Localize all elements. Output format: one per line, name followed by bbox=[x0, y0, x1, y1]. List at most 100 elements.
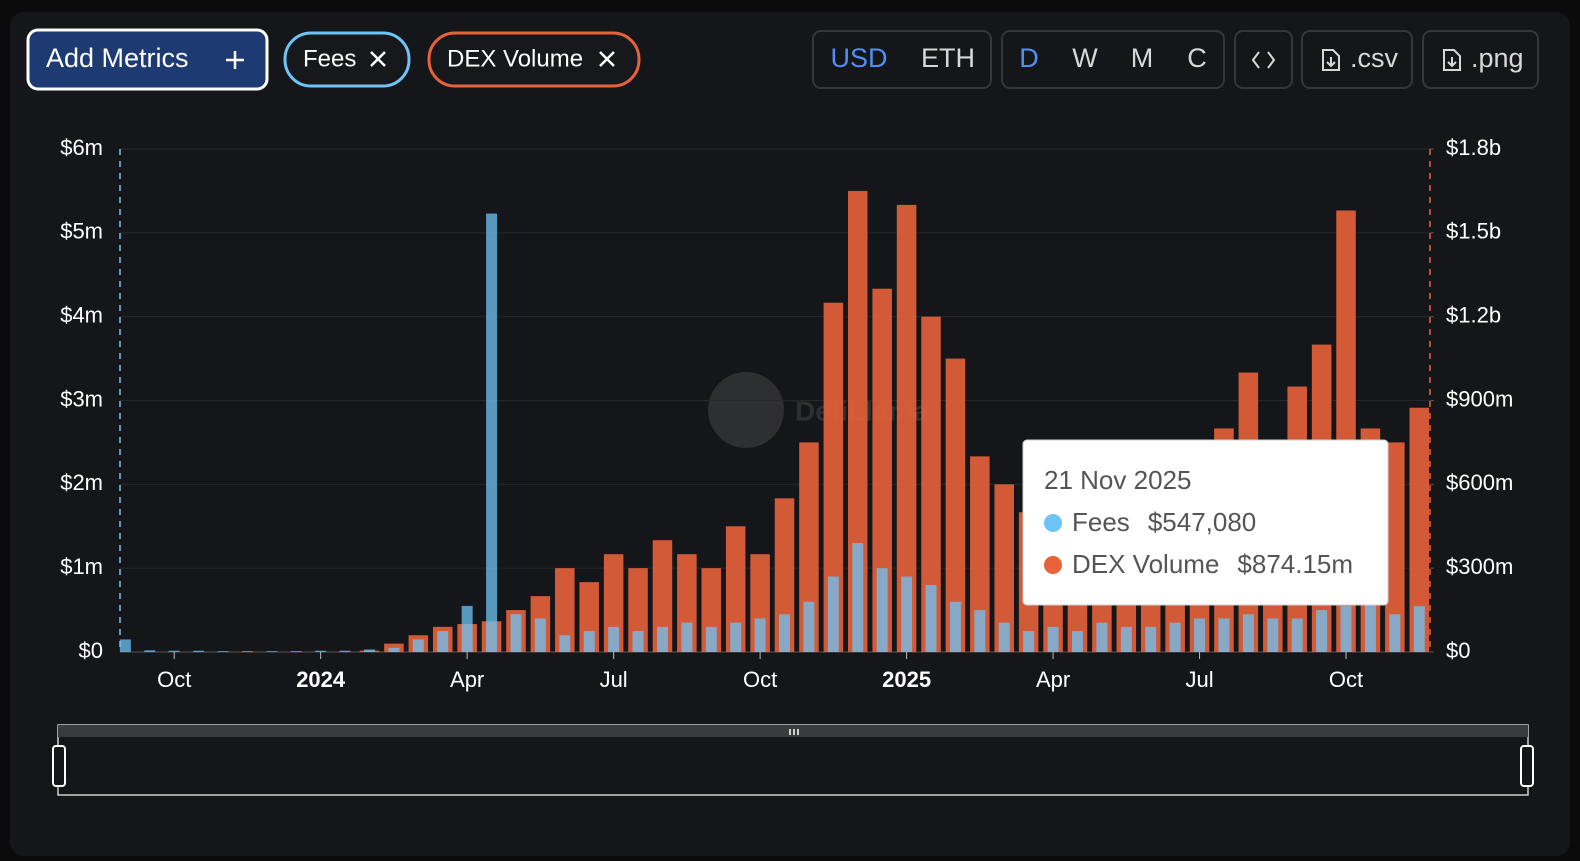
brush-handle[interactable] bbox=[1520, 745, 1534, 787]
csv-button[interactable]: .csv bbox=[1301, 30, 1413, 89]
bar bbox=[534, 618, 546, 652]
bar bbox=[608, 626, 620, 652]
bar bbox=[652, 540, 673, 652]
bar bbox=[1409, 407, 1430, 652]
bar bbox=[1413, 606, 1425, 652]
y2-tick-label: $300m bbox=[1446, 554, 1513, 579]
bar bbox=[412, 639, 424, 652]
bar bbox=[1389, 614, 1401, 652]
interval-group bbox=[1001, 30, 1225, 89]
bar bbox=[827, 576, 839, 652]
button-label: .png bbox=[1471, 43, 1524, 73]
brush-handle[interactable] bbox=[52, 745, 66, 787]
plus-icon bbox=[226, 51, 244, 69]
bar bbox=[119, 639, 131, 652]
bar bbox=[290, 651, 302, 652]
tooltip: 21 Nov 2025 Fees $547,080 DEX Volume $87… bbox=[1022, 439, 1389, 606]
bar bbox=[949, 601, 961, 652]
bar bbox=[461, 605, 473, 652]
button-label: .csv bbox=[1350, 43, 1399, 73]
bar bbox=[754, 618, 766, 652]
button-box bbox=[26, 28, 269, 91]
bar bbox=[847, 190, 868, 652]
bar bbox=[803, 601, 815, 652]
close-icon[interactable] bbox=[370, 51, 386, 67]
chip-label: Fees bbox=[303, 45, 356, 72]
tooltip-box bbox=[1022, 439, 1389, 606]
watermark-logo bbox=[708, 372, 784, 448]
bar bbox=[896, 204, 917, 652]
bar bbox=[193, 650, 205, 652]
dex-volume-chip[interactable]: DEX Volume bbox=[427, 31, 641, 88]
bar bbox=[681, 622, 693, 652]
bar bbox=[241, 651, 253, 652]
bar bbox=[823, 302, 844, 652]
currency-option[interactable]: USD bbox=[830, 43, 887, 73]
currency-group bbox=[812, 30, 992, 89]
add-metrics-button[interactable]: Add Metrics bbox=[26, 28, 269, 91]
button-box bbox=[1422, 30, 1539, 89]
bar bbox=[994, 484, 1015, 652]
y2-tick-label: $900m bbox=[1446, 386, 1513, 411]
bar bbox=[901, 576, 913, 652]
close-icon[interactable] bbox=[599, 51, 615, 67]
bar bbox=[510, 614, 522, 652]
bar bbox=[1047, 626, 1059, 652]
bar bbox=[364, 649, 375, 652]
interval-option[interactable]: W bbox=[1072, 43, 1098, 73]
bar bbox=[1340, 605, 1352, 652]
bar bbox=[583, 631, 595, 652]
bar bbox=[1218, 618, 1230, 652]
x-tick-label: Oct bbox=[157, 667, 191, 692]
bar bbox=[1267, 618, 1279, 652]
interval-option[interactable]: D bbox=[1019, 43, 1039, 73]
x-tick-label: Apr bbox=[450, 667, 484, 692]
chip-box bbox=[427, 31, 641, 88]
embed-button[interactable] bbox=[1234, 30, 1293, 89]
png-button[interactable]: .png bbox=[1422, 30, 1539, 89]
y-tick-label: $2m bbox=[60, 470, 103, 495]
tooltip-date: 21 Nov 2025 bbox=[1044, 465, 1191, 495]
y-tick-label: $4m bbox=[60, 302, 103, 327]
x-tick-label: 2025 bbox=[882, 667, 931, 692]
bar bbox=[1316, 610, 1328, 652]
bar bbox=[388, 647, 400, 652]
x-tick-label: Apr bbox=[1036, 667, 1070, 692]
bar bbox=[1096, 622, 1108, 652]
range-brush[interactable] bbox=[52, 724, 1534, 796]
currency-option[interactable]: ETH bbox=[921, 43, 975, 73]
tooltip-value: $874.15m bbox=[1237, 549, 1353, 579]
interval-option[interactable]: M bbox=[1131, 43, 1154, 73]
tooltip-swatch bbox=[1044, 556, 1062, 574]
y-tick-label: $6m bbox=[60, 135, 103, 160]
y-tick-label: $0 bbox=[79, 638, 103, 663]
bar bbox=[730, 622, 742, 652]
fees-chip[interactable]: Fees bbox=[283, 31, 411, 88]
bar bbox=[1194, 618, 1206, 652]
bar bbox=[1120, 626, 1132, 652]
bar bbox=[559, 635, 571, 652]
x-tick-label: Jul bbox=[1185, 667, 1213, 692]
y-tick-label: $3m bbox=[60, 386, 103, 411]
bar bbox=[921, 316, 941, 652]
x-tick-label: Oct bbox=[743, 667, 777, 692]
code-icon bbox=[1251, 51, 1276, 69]
bar bbox=[998, 622, 1010, 652]
bar bbox=[1145, 626, 1157, 652]
bar bbox=[779, 614, 791, 652]
y-tick-label: $5m bbox=[60, 219, 103, 244]
bar bbox=[656, 626, 668, 652]
x-tick-label: 2024 bbox=[296, 667, 346, 692]
bar bbox=[872, 288, 892, 652]
bar bbox=[1023, 631, 1035, 652]
bar bbox=[1364, 601, 1376, 652]
interval-option[interactable]: C bbox=[1187, 43, 1207, 73]
y2-tick-label: $1.5b bbox=[1446, 219, 1501, 244]
bar bbox=[970, 456, 990, 652]
button-label: Add Metrics bbox=[46, 43, 189, 73]
button-box bbox=[1234, 30, 1293, 89]
button-box bbox=[1301, 30, 1413, 89]
bar bbox=[945, 358, 966, 652]
bar bbox=[974, 610, 986, 652]
bar bbox=[1071, 631, 1083, 652]
